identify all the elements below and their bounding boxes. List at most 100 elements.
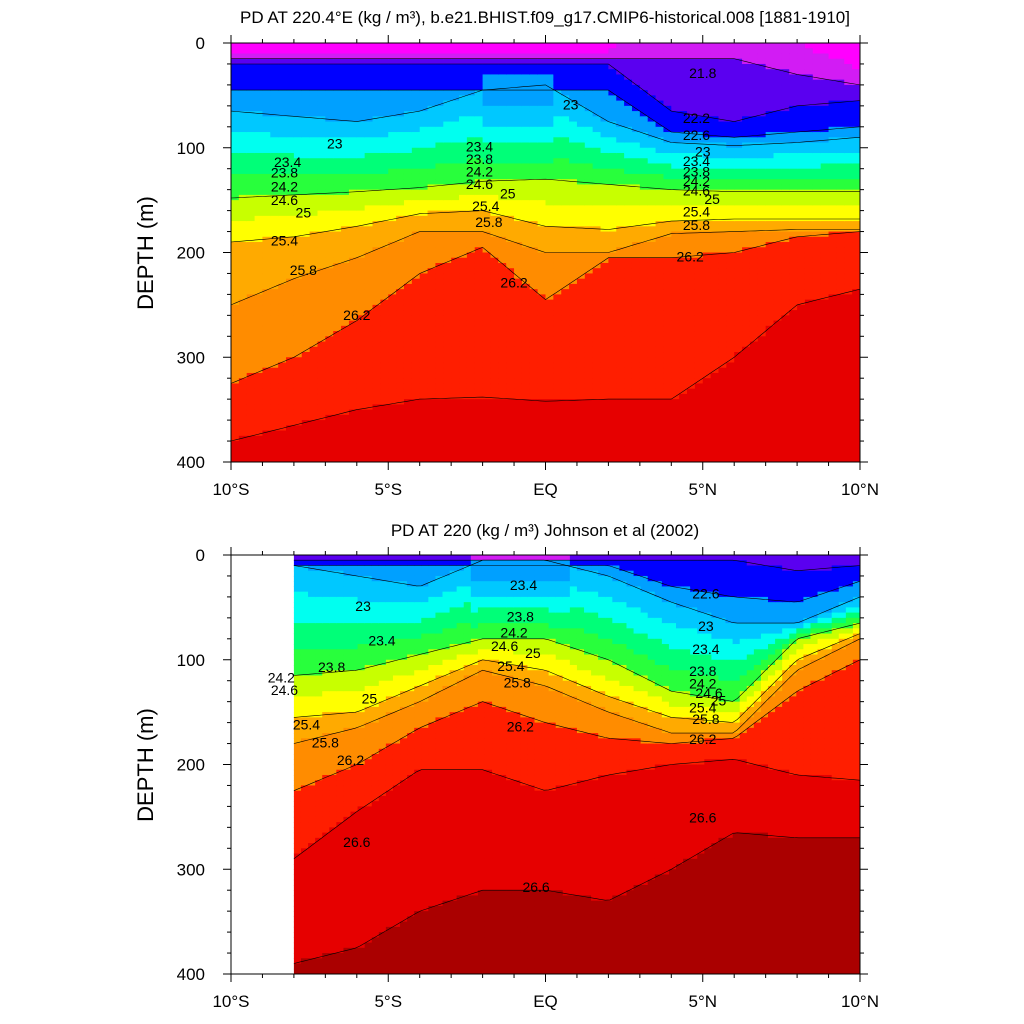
density-cell: [506, 336, 515, 343]
density-cell: [490, 132, 499, 138]
density-cell: [710, 336, 720, 343]
density-cell: [231, 100, 240, 107]
density-cell: [506, 132, 515, 138]
density-cell: [521, 304, 531, 311]
density-cell: [687, 304, 696, 311]
density-cell: [600, 357, 609, 364]
density-cell: [608, 163, 617, 170]
density-cell: [561, 378, 570, 385]
density-cell: [254, 132, 264, 138]
density-cell: [411, 456, 421, 462]
density-cell: [631, 168, 641, 175]
density-cell: [309, 168, 319, 175]
density-cell: [451, 58, 460, 65]
density-cell: [553, 420, 562, 426]
density-cell: [482, 137, 492, 144]
density-cell: [278, 173, 287, 180]
density-cell: [647, 84, 657, 91]
density-cell: [411, 435, 421, 442]
density-cell: [647, 173, 657, 180]
density-cell: [694, 221, 704, 227]
density-cell: [506, 179, 515, 186]
density-cell: [592, 346, 602, 353]
density-cell: [679, 189, 688, 196]
density-cell: [639, 100, 649, 107]
density-cell: [576, 336, 586, 343]
density-cell: [576, 372, 586, 379]
density-cell: [403, 425, 413, 432]
density-cell: [317, 168, 326, 175]
density-cell: [325, 79, 334, 86]
density-cell: [482, 273, 492, 280]
density-cell: [584, 226, 594, 233]
density-cell: [498, 372, 507, 379]
density-cell: [521, 152, 531, 159]
density-cell: [490, 168, 499, 175]
density-cell: [490, 372, 499, 379]
density-cell: [380, 84, 389, 91]
density-cell: [262, 294, 271, 301]
density-cell: [427, 53, 437, 60]
density-cell: [718, 158, 727, 165]
density-cell: [301, 90, 311, 96]
density-cell: [576, 116, 586, 123]
density-cell: [687, 278, 696, 285]
density-cell: [506, 205, 515, 212]
density-cell: [608, 362, 617, 369]
density-cell: [647, 168, 657, 175]
density-cell: [561, 357, 570, 364]
density-cell: [655, 252, 665, 259]
density-cell: [466, 367, 476, 374]
density-cell: [388, 393, 397, 400]
density-cell: [671, 320, 680, 327]
density-cell: [608, 393, 617, 400]
density-cell: [427, 372, 437, 379]
density-cell: [498, 221, 507, 227]
density-cell: [710, 325, 720, 332]
density-cell: [388, 331, 397, 337]
density-cell: [702, 414, 712, 421]
density-cell: [380, 325, 389, 332]
density-cell: [348, 100, 358, 107]
density-cell: [451, 231, 460, 238]
density-cell: [647, 79, 657, 86]
density-cell: [702, 283, 712, 290]
density-cell: [694, 132, 704, 138]
density-cell: [694, 173, 704, 180]
density-cell: [325, 325, 334, 332]
density-cell: [341, 420, 350, 426]
density-cell: [238, 69, 248, 76]
density-cell: [411, 341, 421, 348]
density-cell: [679, 152, 688, 159]
density-cell: [388, 441, 397, 447]
density-cell: [246, 357, 256, 364]
density-cell: [459, 105, 468, 112]
density-cell: [411, 100, 421, 107]
density-cell: [569, 69, 578, 76]
density-cell: [231, 210, 240, 217]
density-cell: [246, 163, 256, 170]
density-cell: [348, 441, 358, 447]
density-cell: [710, 409, 720, 416]
density-cell: [333, 320, 342, 327]
density-cell: [545, 126, 554, 133]
density-cell: [663, 116, 672, 123]
density-cell: [372, 58, 381, 65]
density-cell: [435, 84, 444, 91]
density-cell: [521, 116, 531, 123]
density-cell: [474, 205, 484, 212]
density-cell: [647, 331, 657, 337]
density-cell: [616, 63, 625, 70]
density-cell: [529, 158, 539, 165]
density-cell: [388, 388, 397, 395]
density-cell: [388, 231, 397, 238]
density-cell: [459, 168, 468, 175]
density-cell: [576, 420, 586, 426]
density-cell: [490, 90, 499, 96]
density-cell: [317, 399, 326, 405]
density-cell: [427, 435, 437, 442]
density-cell: [529, 242, 539, 248]
density-cell: [231, 48, 240, 55]
density-cell: [694, 331, 704, 337]
density-cell: [498, 320, 507, 327]
